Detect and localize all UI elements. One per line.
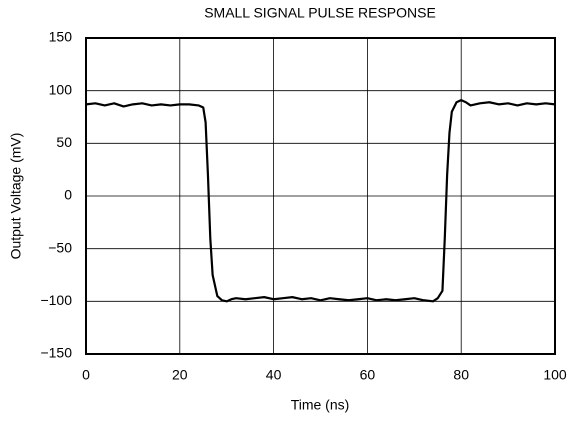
y-axis-label: Output Voltage (mV)	[8, 133, 24, 260]
x-tick-label: 40	[266, 367, 282, 383]
y-tick-label: 50	[56, 134, 72, 150]
y-tick-label: −150	[40, 345, 72, 361]
x-tick-label: 20	[172, 367, 188, 383]
x-axis-label: Time (ns)	[291, 397, 350, 413]
x-tick-label: 0	[82, 367, 90, 383]
chart-title: SMALL SIGNAL PULSE RESPONSE	[204, 5, 436, 21]
x-tick-label: 80	[453, 367, 469, 383]
x-tick-label: 100	[543, 367, 567, 383]
y-tick-label: 0	[64, 187, 72, 203]
data-line	[85, 99, 556, 303]
y-tick-label: −100	[40, 292, 72, 308]
x-tick-label: 60	[360, 367, 376, 383]
plot-frame	[85, 37, 556, 355]
y-tick-label: 100	[49, 81, 73, 97]
y-tick-label: −50	[48, 239, 72, 255]
y-tick-label: 150	[49, 29, 73, 45]
